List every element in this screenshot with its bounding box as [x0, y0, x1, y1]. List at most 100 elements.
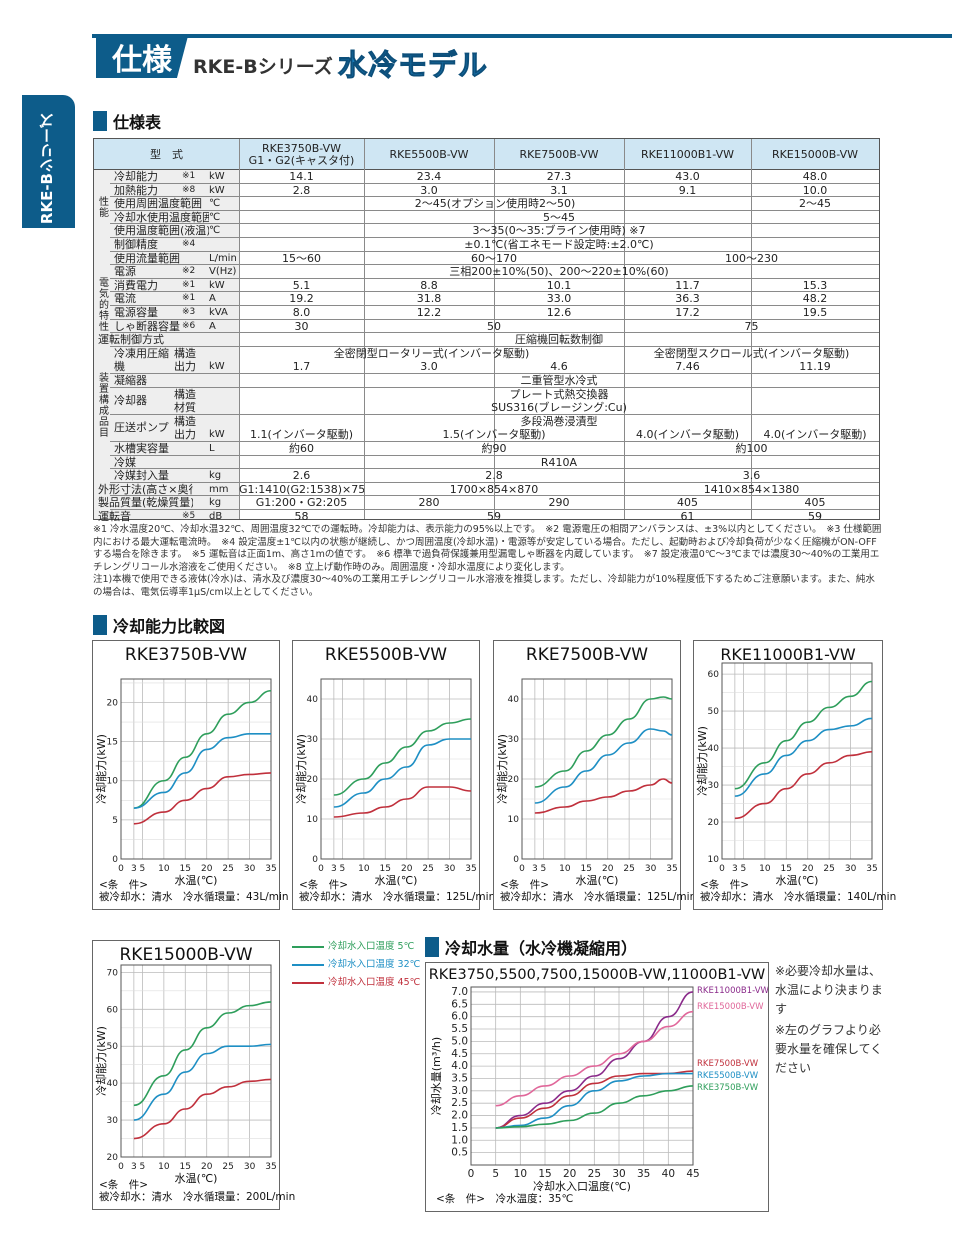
page-title: 仕様	[96, 36, 188, 78]
spec-value-cell: 19.2	[289, 292, 314, 306]
x-tick-label: 35	[866, 864, 877, 874]
x-tick-label: 35	[666, 864, 677, 874]
spec-value-cell: 3.1	[550, 183, 568, 197]
chart-title: RKE15000B-VW	[119, 945, 253, 965]
y-tick-label: 6.0	[451, 1011, 468, 1023]
x-tick-label: 25	[823, 864, 834, 874]
spec-row-line	[110, 305, 879, 306]
spec-row-unit: kW	[209, 429, 225, 441]
spec-group-label: 装置構成品目	[99, 373, 109, 440]
plot-frame	[120, 678, 272, 860]
x-tick-label: 0	[318, 864, 324, 874]
side-tab[interactable]: RKE-Bシリーズ	[22, 95, 75, 228]
spec-row-unit: kW	[209, 279, 225, 291]
spec-row-unit: ℃	[209, 225, 221, 237]
spec-notes-main: ※1 冷水温度20℃、冷却水温32℃、周囲温度32℃での運転時。冷却能力は、表示…	[93, 524, 882, 573]
x-tick-label: 3	[131, 864, 137, 874]
spec-value-cell: 15～60	[282, 251, 321, 265]
spec-value-cell: 圧縮機回転数制御	[515, 333, 603, 347]
spec-row-note: ※1	[182, 279, 196, 290]
spec-col-line	[364, 139, 365, 519]
spec-row-label: 運転制御方式	[98, 333, 164, 347]
spec-value-cell: 30	[294, 319, 309, 333]
spec-group-label: 電気的特性	[99, 278, 109, 334]
spec-row-line	[110, 509, 879, 510]
spec-row-unit: mm	[209, 483, 229, 495]
spec-value-cell: 100～230	[725, 251, 778, 265]
spec-row-unit: ℃	[209, 198, 221, 210]
y-axis-label: 冷却能力(kW)	[94, 734, 108, 804]
x-tick-label: 20	[802, 864, 814, 874]
y-tick-label: 7.0	[451, 986, 468, 998]
spec-value-cell: 2.8	[292, 183, 311, 197]
y-tick-label: 4.0	[451, 1060, 468, 1072]
spec-row-line	[110, 182, 879, 184]
series-line	[495, 1010, 694, 1107]
spec-value-cell: 33.0	[546, 292, 572, 306]
spec-section-title: 仕様表	[93, 110, 161, 132]
spec-value-cell: 11.19	[799, 360, 831, 374]
water-note: ※必要冷却水量は、水温により決まります ※左のグラフより必要水量を確保してください	[775, 962, 887, 1078]
y-tick-label: 40	[307, 695, 319, 705]
x-tick-label: 15	[781, 864, 792, 874]
spec-value-cell: 59	[808, 510, 822, 523]
spec-row-label: 電源	[114, 265, 136, 279]
y-axis-label: 冷却能力(kW)	[695, 726, 709, 796]
spec-value-cell: 約100	[735, 442, 768, 455]
spec-row-line	[110, 468, 879, 470]
spec-row-sub: 構造	[174, 414, 196, 428]
spec-row-unit: kW	[209, 361, 225, 373]
series-line	[133, 689, 272, 809]
plot-frame	[521, 678, 673, 860]
chart-condition: 被冷却水：清水 冷水循環量：200L/min	[99, 1191, 296, 1203]
chart-condition: <条 件>	[700, 879, 750, 891]
series-label: RKE5500B-VW	[697, 1071, 759, 1081]
y-tick-label: 5	[112, 816, 118, 826]
spec-row-unit: dB	[209, 511, 223, 522]
spec-row-label: 使用流量範囲	[114, 251, 180, 265]
spec-value-cell: 2～45	[799, 197, 831, 211]
y-tick-label: 40	[107, 1079, 119, 1089]
y-axis-label: 冷却能力(kW)	[495, 734, 509, 804]
model-type: 水冷モデル	[337, 48, 489, 83]
series-label: RKE3750B-VW	[697, 1083, 759, 1093]
chart-rke7500: RKE7500B-VW 0 3 5 10 15 20 25 30 35 0 10 20 30 40 水温(℃)…	[493, 640, 696, 910]
y-tick-label: 0	[513, 855, 519, 865]
x-tick-label: 15	[180, 1162, 191, 1172]
y-tick-label: 10	[508, 815, 520, 825]
series-line	[133, 1043, 272, 1121]
chart-condition: <条 件>	[299, 879, 349, 891]
legend-item: 冷却水入口温度 32℃	[292, 956, 420, 974]
y-tick-label: 20	[307, 775, 319, 785]
spec-value-cell: 14.1	[289, 170, 314, 183]
spec-header-cell: RKE11000B1-VW	[640, 149, 735, 161]
legend-label: 冷却水入口温度 32℃	[328, 959, 421, 970]
x-axis-label: 水温(℃)	[175, 1172, 218, 1185]
legend-item: 冷却水入口温度 45℃	[292, 974, 420, 992]
y-tick-label: 1.0	[451, 1134, 468, 1146]
y-tick-label: 0.5	[451, 1147, 468, 1159]
spec-row-line	[110, 318, 879, 320]
spec-value-cell: 290	[548, 496, 570, 510]
x-tick-label: 30	[612, 1168, 625, 1180]
spec-value-cell: 3.6	[742, 469, 761, 483]
spec-row-label: 冷媒封入量	[114, 469, 169, 483]
spec-value-cell: 約90	[481, 442, 507, 455]
x-tick-label: 30	[244, 1162, 256, 1172]
y-tick-label: 60	[107, 1005, 119, 1015]
x-axis-label: 水温(℃)	[776, 874, 819, 887]
spec-col-line	[494, 139, 495, 519]
x-tick-label: 0	[118, 1162, 124, 1172]
spec-row-line	[110, 209, 879, 211]
x-tick-label: 15	[380, 864, 391, 874]
x-tick-label: 5	[492, 1168, 499, 1180]
x-tick-label: 3	[331, 864, 337, 874]
y-tick-label: 4.5	[451, 1048, 468, 1060]
spec-value-cell: SUS316(ブレージング:Cu)	[491, 401, 627, 415]
legend-swatch	[292, 964, 324, 966]
spec-row-unit: L/min	[209, 252, 237, 264]
spec-row-line	[110, 223, 879, 225]
series-line	[734, 717, 873, 797]
